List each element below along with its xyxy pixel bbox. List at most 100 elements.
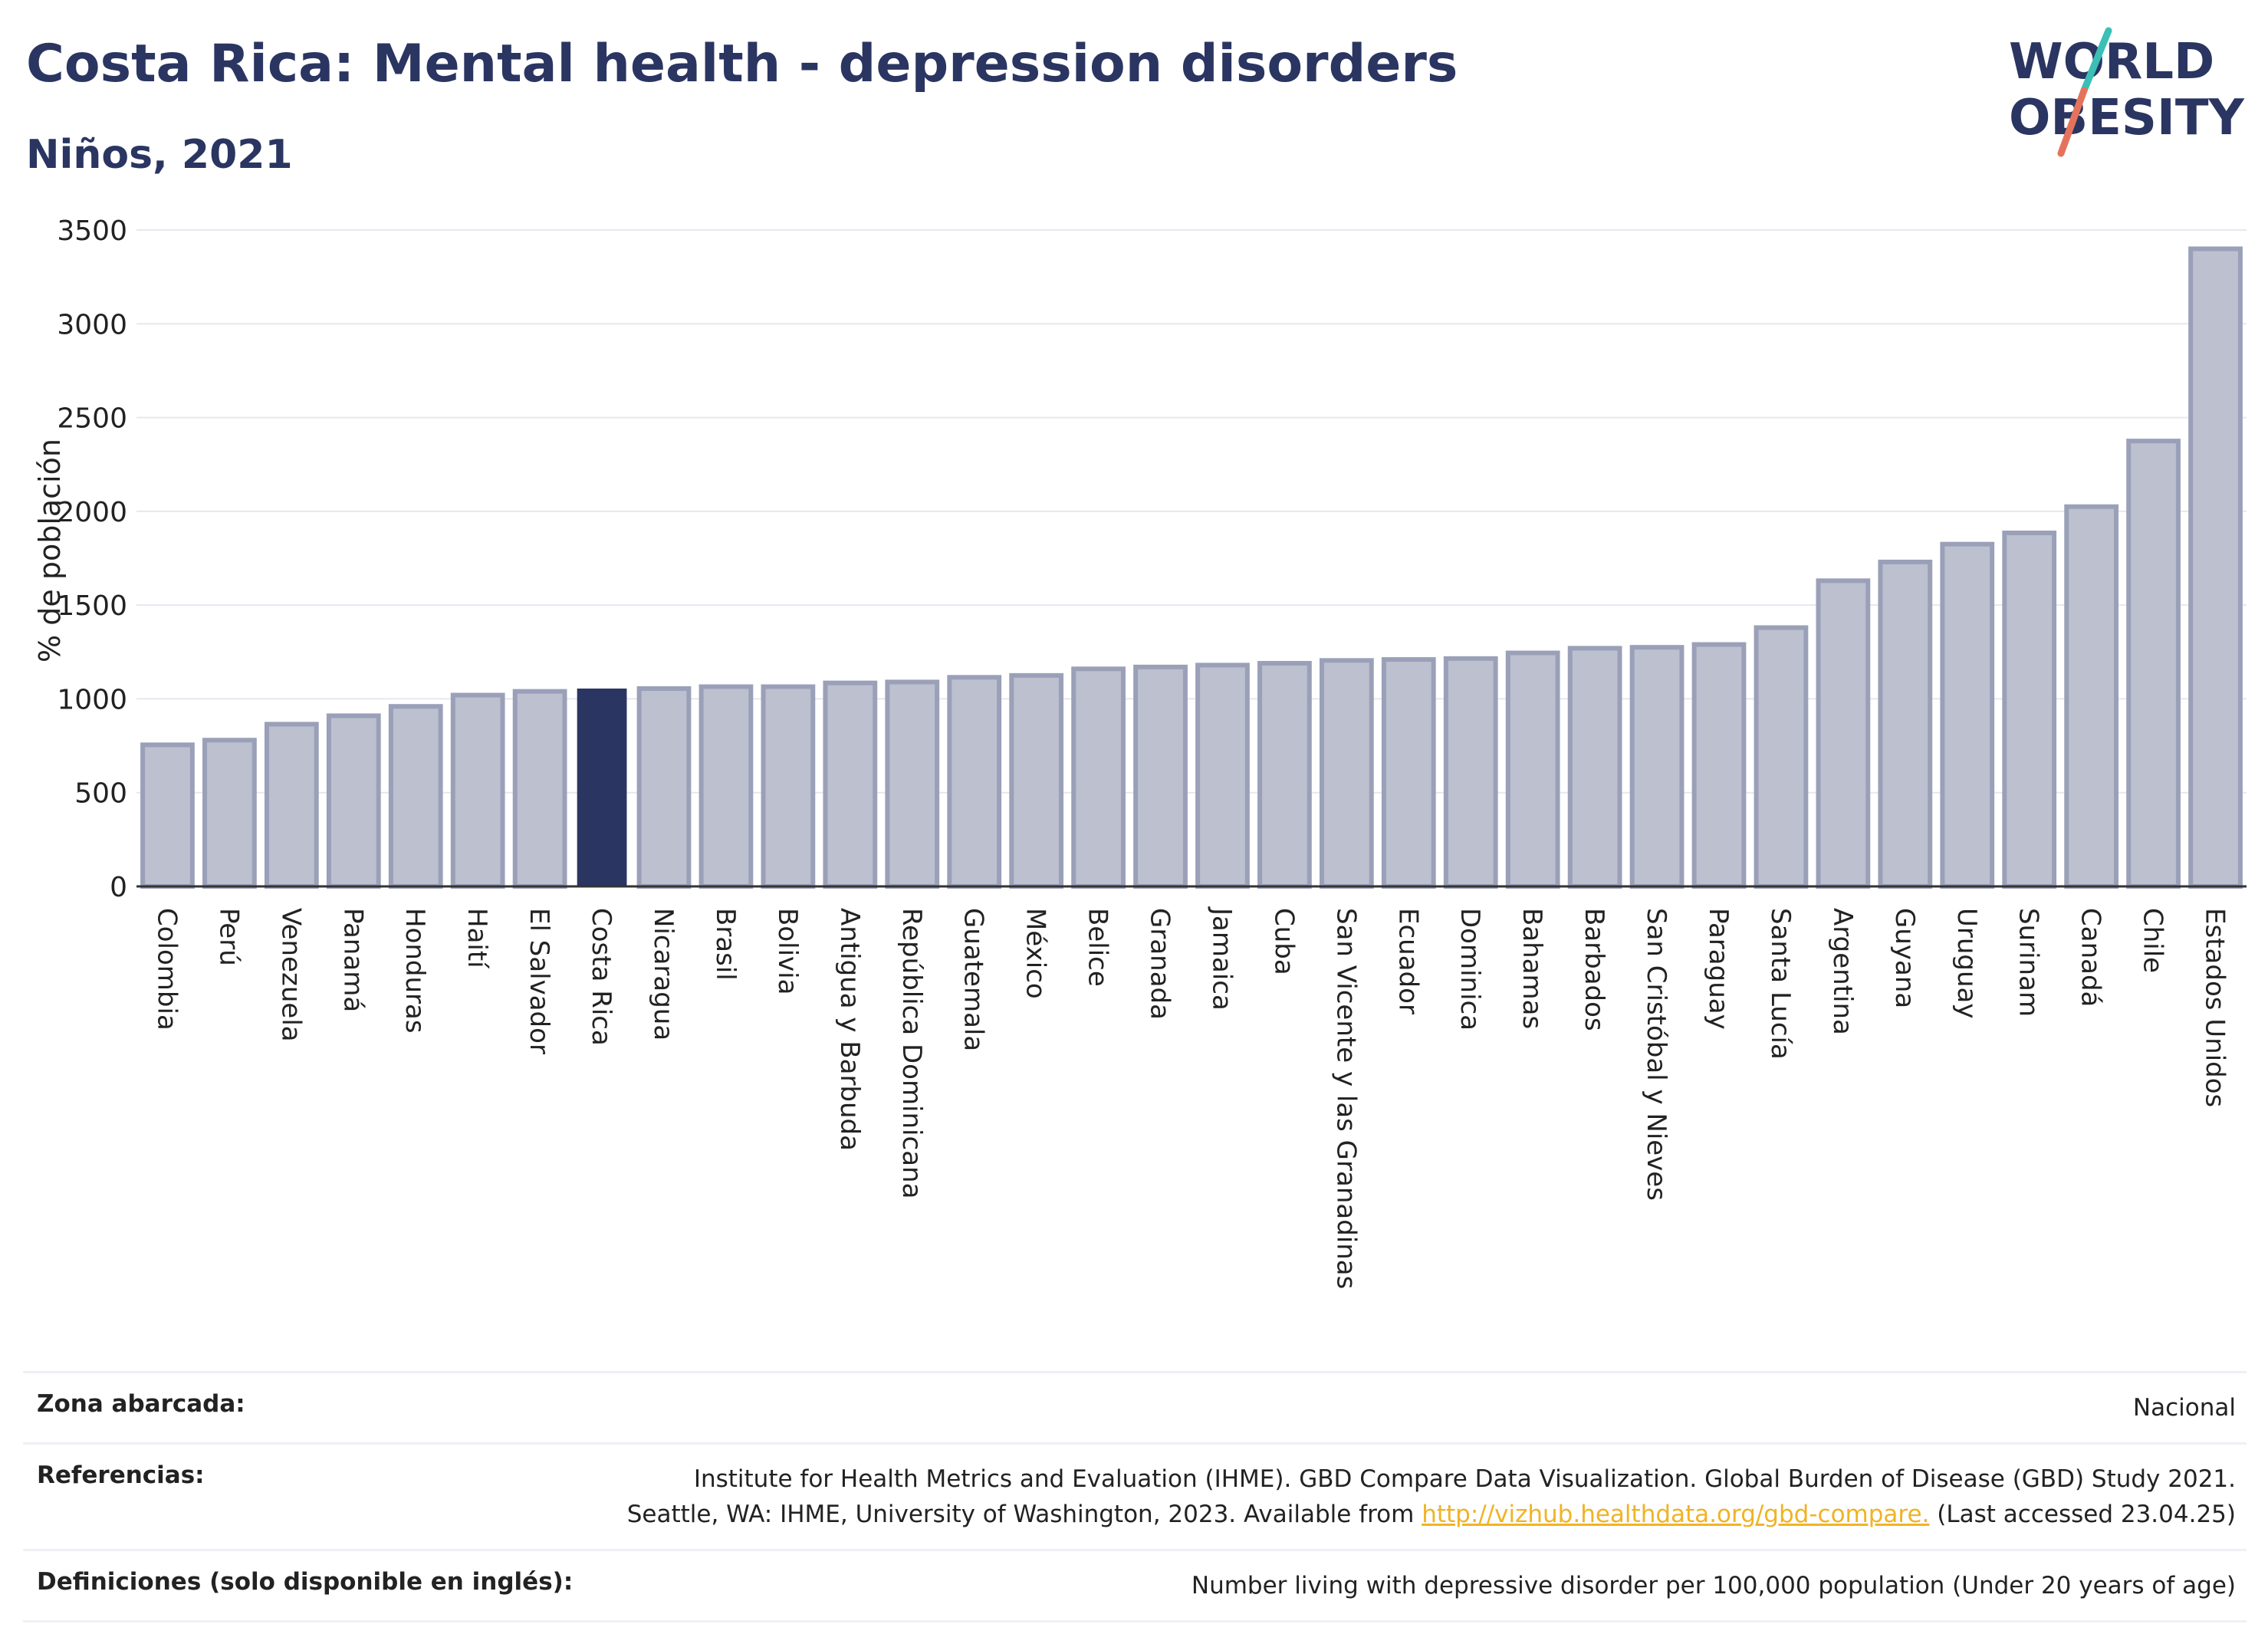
x-tick-label: Bahamas (1517, 908, 1547, 1029)
bar-colombia (140, 742, 195, 889)
logo-line1: WORLD (2009, 34, 2214, 90)
x-tick-label: Dominica (1454, 908, 1485, 1031)
x-tick-label: Chile (2138, 908, 2168, 973)
x-tick-label: El Salvador (524, 908, 554, 1054)
x-tick-label: Colombia (151, 908, 182, 1031)
x-tick-label: Canadá (2076, 908, 2106, 1007)
bar-paraguay (1691, 642, 1747, 889)
bar-chart: 0 500 1000 1500 2000 2500 3000 3500 Colombia Per… (33, 215, 2247, 1289)
bar-estados-unidos (2188, 246, 2243, 889)
bar-jamaica (1195, 662, 1250, 889)
bar-el-salvador (512, 689, 567, 889)
bars (140, 246, 2243, 889)
logo-slash-teal (2080, 27, 2112, 94)
x-tick-label: Brasil (710, 908, 741, 981)
x-tick-label: San Cristóbal y Nieves (1641, 908, 1671, 1201)
bar-brasil (698, 684, 754, 889)
bar-cuba (1257, 660, 1312, 889)
references-link[interactable]: http://vizhub.healthdata.org/gbd-compare… (1422, 1501, 1930, 1528)
y-tick-label: 1500 (57, 590, 127, 622)
y-tick-label: 3500 (57, 215, 127, 247)
x-tick-label: Estados Unidos (2200, 908, 2230, 1107)
bar-chile (2126, 439, 2181, 889)
bar-perú (202, 738, 257, 889)
bar-costa-rica (577, 688, 627, 886)
x-tick-label: Bolivia (772, 908, 803, 995)
zone-value: Nacional (2132, 1394, 2236, 1422)
x-tick-label: Costa Rica (586, 908, 616, 1046)
zone-row: Zona abarcada: Nacional (23, 1371, 2247, 1442)
y-tick-label: 2000 (57, 497, 127, 528)
bar-surinam (2002, 530, 2057, 889)
x-tick-label: Belice (1083, 908, 1113, 987)
definitions-value: Number living with depressive disorder p… (1191, 1572, 2236, 1599)
bar-méxico (1009, 672, 1064, 889)
y-axis-label: % de población (33, 439, 67, 662)
x-tick-label: Uruguay (1951, 908, 1982, 1019)
x-tick-label: Antigua y Barbuda (834, 908, 865, 1151)
references-label: Referencias: (37, 1461, 205, 1489)
y-tick-label: 0 (110, 872, 127, 903)
x-tick-label: Barbados (1579, 908, 1609, 1031)
references-value: Institute for Health Metrics and Evaluat… (627, 1461, 2236, 1532)
x-tick-label: Perú (213, 908, 244, 966)
references-line1: Institute for Health Metrics and Evaluat… (693, 1465, 2236, 1493)
x-axis-ticks: Colombia Perú Venezuela Panamá Honduras Haití… (151, 906, 2230, 1289)
bar-bahamas (1505, 650, 1560, 889)
x-tick-label: San Vicente y las Granadinas (1330, 908, 1361, 1289)
logo-line2: OBESITY (2009, 90, 2244, 146)
references-line2-pre: Seattle, WA: IHME, University of Washing… (626, 1501, 1422, 1528)
bar-guatemala (947, 675, 1002, 889)
x-tick-label: Haití (462, 908, 492, 969)
bar-república-dominicana (885, 679, 940, 889)
x-tick-label: Argentina (1827, 908, 1858, 1035)
bar-honduras (388, 704, 443, 889)
x-tick-label: Cuba (1268, 908, 1299, 975)
x-tick-label: México (1021, 908, 1051, 999)
references-line2-post: (Last accessed 23.04.25) (1929, 1501, 2236, 1528)
x-tick-label: Ecuador (1392, 908, 1423, 1014)
bar-argentina (1816, 578, 1871, 889)
bar-canadá (2064, 504, 2119, 889)
bar-uruguay (1940, 541, 1995, 889)
y-tick-label: 3000 (57, 309, 127, 340)
x-tick-label: Paraguay (1703, 908, 1734, 1030)
x-tick-label: Venezuela (275, 908, 306, 1042)
info-table: Zona abarcada: Nacional Referencias: Ins… (23, 1371, 2247, 1622)
y-tick-label: 2500 (57, 403, 127, 435)
bar-granada (1133, 664, 1188, 889)
page-subtitle: Niños, 2021 (26, 132, 293, 178)
bar-santa-lucía (1754, 625, 1809, 889)
bar-panamá (326, 713, 381, 889)
definitions-label: Definiciones (solo disponible en inglés)… (37, 1568, 574, 1596)
x-tick-label: Panamá (337, 908, 368, 1012)
bar-dominica (1443, 656, 1498, 889)
bar-barbados (1567, 646, 1622, 889)
zone-label: Zona abarcada: (37, 1390, 245, 1418)
world-obesity-logo: WORLD OBESITY (2009, 27, 2244, 157)
logo-slash-coral (2057, 87, 2088, 157)
x-tick-label: Guatemala (958, 908, 989, 1051)
x-tick-label: Guyana (1889, 908, 1920, 1008)
bar-guyana (1878, 559, 1933, 889)
bar-ecuador (1381, 657, 1436, 889)
page-title: Costa Rica: Mental health - depression d… (26, 34, 1458, 94)
x-tick-label: Surinam (2013, 908, 2044, 1017)
definitions-row: Definiciones (solo disponible en inglés)… (23, 1549, 2247, 1622)
bar-san-vicente-y-las-granadinas (1319, 658, 1374, 889)
bar-antigua-y-barbuda (823, 680, 878, 889)
references-row: Referencias: Institute for Health Metric… (23, 1442, 2247, 1549)
bar-haití (450, 692, 505, 889)
x-tick-label: Honduras (399, 908, 430, 1034)
y-tick-label: 500 (74, 778, 127, 810)
bar-venezuela (264, 722, 319, 889)
bar-bolivia (761, 684, 816, 889)
x-tick-label: República Dominicana (896, 908, 927, 1198)
x-tick-label: Granada (1145, 908, 1175, 1020)
bar-belice (1071, 666, 1126, 889)
x-tick-label: Jamaica (1206, 906, 1237, 1011)
x-tick-label: Santa Lucía (1765, 908, 1796, 1060)
x-tick-label: Nicaragua (648, 908, 679, 1041)
y-tick-label: 1000 (57, 684, 127, 715)
y-axis-ticks: 0 500 1000 1500 2000 2500 3000 3500 (57, 215, 127, 903)
